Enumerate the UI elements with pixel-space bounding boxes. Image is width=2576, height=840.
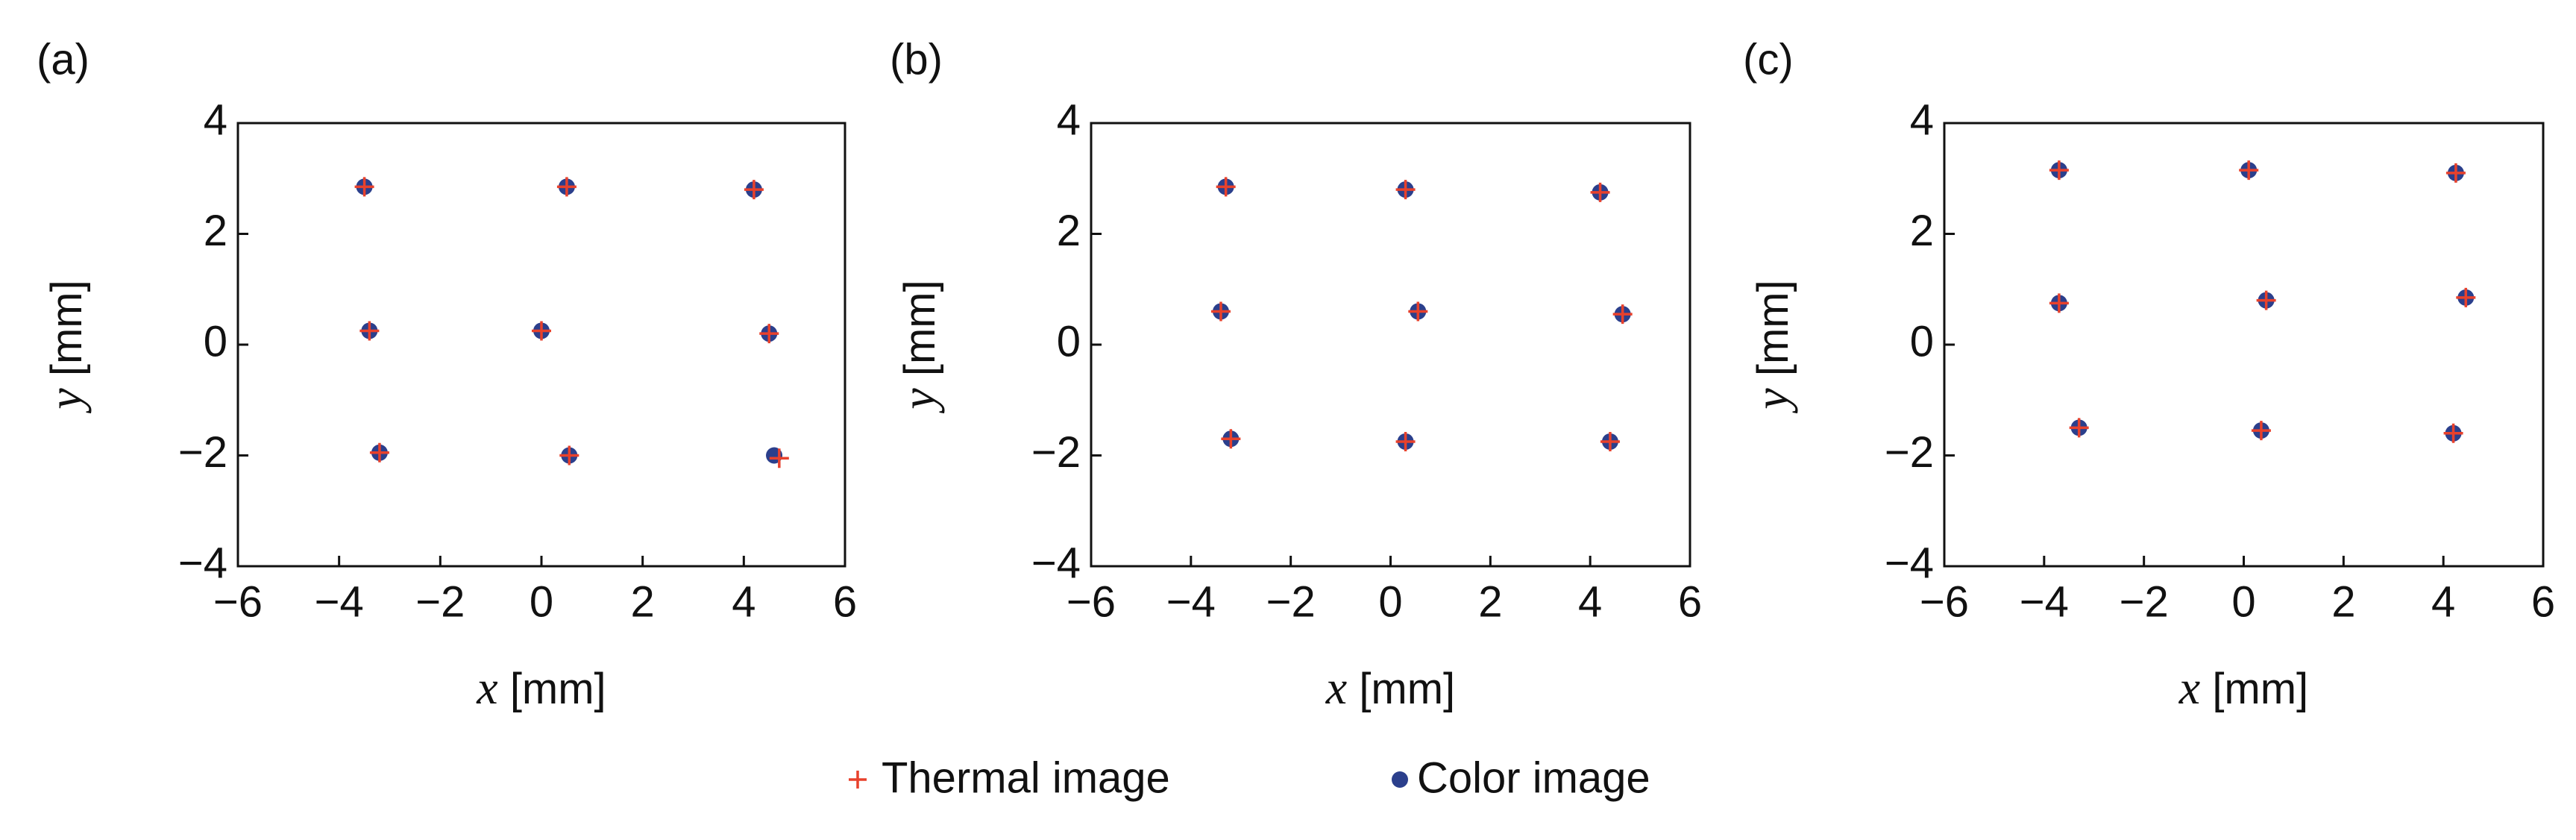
thermal-point [1612,304,1633,325]
x-axis-label: x [mm] [476,661,606,714]
x-tick-label: −4 [315,577,364,626]
y-tick-label: −2 [1031,428,1081,477]
x-tick-label: −2 [415,577,465,626]
y-tick-label: −4 [1031,539,1081,587]
thermal-point [559,445,579,466]
thermal-point [532,321,551,341]
thermal-point [2069,418,2089,438]
x-tick-label: −2 [1266,577,1316,626]
y-tick-label: 0 [1057,317,1081,366]
thermal-point [2049,293,2069,313]
thermal-point [769,448,789,468]
x-tick-label: −4 [1166,577,1216,626]
thermal-point [1216,177,1236,197]
legend-marker [849,771,867,789]
thermal-point [354,177,374,197]
x-tick-label: 2 [2331,577,2355,626]
plot-frame [1943,122,2545,568]
thermal-point [359,321,380,341]
y-tick-label: 0 [1910,317,1934,366]
thermal-point [1210,301,1231,322]
x-tick-label: 6 [1678,577,1702,626]
thermal-point [2443,423,2463,443]
x-tick-label: 4 [732,577,755,626]
thermal-point [1395,431,1416,451]
x-tick-label: 4 [2431,577,2455,626]
y-tick-label: 0 [204,317,227,366]
x-tick-label: −4 [2020,577,2069,626]
x-tick-label: −6 [1066,577,1116,626]
thermal-point [1221,429,1241,449]
x-tick-label: 2 [1478,577,1502,626]
x-tick-label: −6 [213,577,263,626]
thermal-point [1600,431,1620,451]
x-tick-label: −2 [2120,577,2169,626]
thermal-point [2445,163,2466,183]
thermal-point [2239,160,2259,181]
thermal-point [2256,290,2276,310]
legend-label: Thermal image [882,753,1170,802]
x-tick-label: 0 [2231,577,2255,626]
y-tick-label: 2 [204,207,227,255]
thermal-point [744,180,764,200]
x-tick-label: 2 [631,577,655,626]
thermal-point [759,324,779,344]
thermal-point [2049,160,2069,181]
x-tick-label: −6 [1920,577,1969,626]
x-tick-label: 6 [833,577,857,626]
x-axis-label: x [mm] [2178,661,2308,714]
thermal-point [556,177,577,197]
y-tick-label: −2 [178,428,227,477]
panel-label: (c) [1743,35,1794,84]
y-tick-label: 2 [1057,207,1081,255]
y-axis-label: y [mm] [892,280,945,413]
y-axis-label: y [mm] [1745,280,1798,413]
y-axis-label: y [mm] [39,280,92,413]
x-tick-label: 6 [2531,577,2555,626]
y-tick-label: −2 [1885,428,1934,477]
y-tick-label: −4 [1885,539,1934,587]
thermal-point [369,442,389,463]
thermal-point [1590,182,1610,202]
panel-label: (b) [890,35,943,84]
y-tick-label: 4 [1910,95,1934,144]
panel-label: (a) [37,35,89,84]
thermal-point [2456,287,2476,307]
thermal-point [2251,421,2271,441]
thermal-point [1395,180,1416,200]
x-tick-label: 4 [1578,577,1602,626]
x-axis-label: x [mm] [1325,661,1455,714]
y-tick-label: 4 [1057,95,1081,144]
y-tick-label: 4 [204,95,227,144]
thermal-point [1408,301,1428,322]
x-tick-label: 0 [530,577,553,626]
legend-marker [1392,771,1408,788]
y-tick-label: 2 [1910,207,1934,255]
legend-label: Color image [1417,753,1650,802]
x-tick-label: 0 [1378,577,1402,626]
y-tick-label: −4 [178,539,227,587]
